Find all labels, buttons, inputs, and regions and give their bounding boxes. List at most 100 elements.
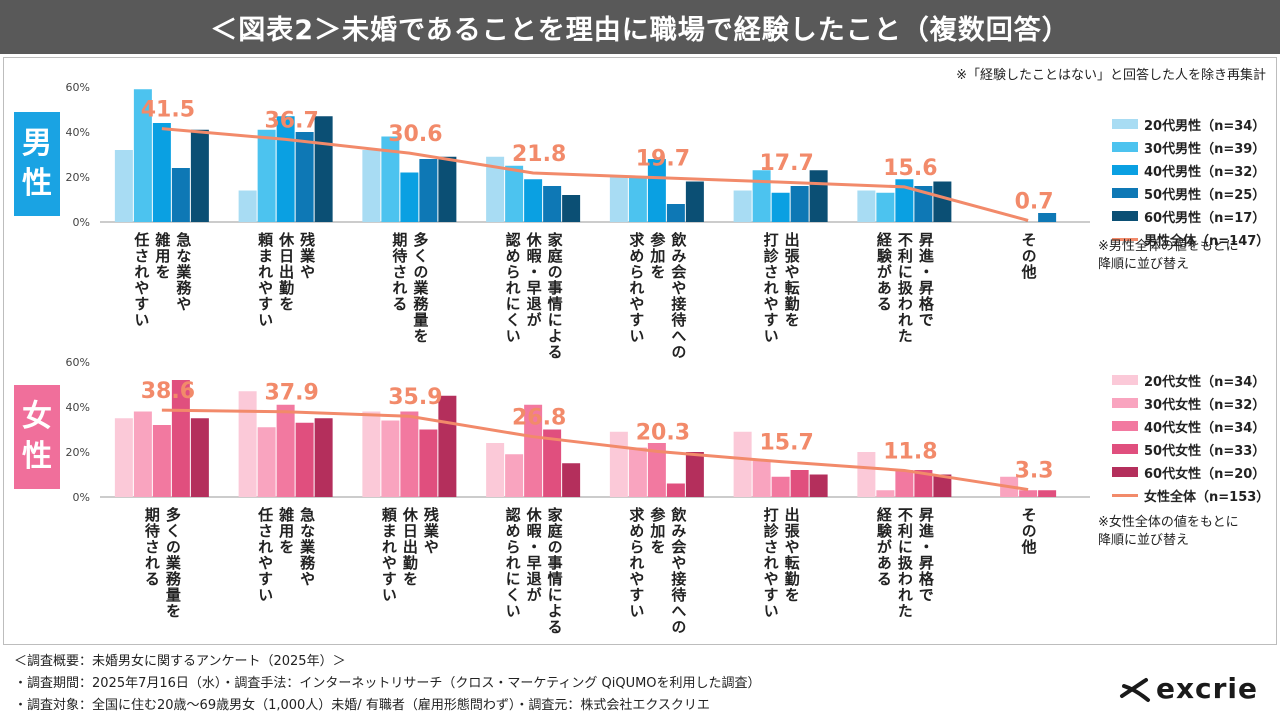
male-legend-swatch [1112, 211, 1138, 221]
female-badge-char-1: 女 [22, 399, 52, 434]
page-title: ＜図表2＞未婚であることを理由に職場で経験したこと（複数回答） [210, 14, 1070, 46]
title-bar: ＜図表2＞未婚であることを理由に職場で経験したこと（複数回答） [0, 0, 1280, 54]
recount-note: ※「経験したことはない」と回答した人を除き再集計 [956, 68, 1266, 83]
female-bar [562, 463, 581, 497]
male-category-line: 多くの業務量を [411, 232, 430, 344]
female-legend-line [1112, 493, 1138, 497]
female-total-label: 3.3 [1015, 459, 1054, 484]
male-bar [809, 170, 828, 222]
male-bar [362, 150, 381, 222]
female-bar [381, 420, 400, 497]
female-bar [190, 418, 209, 497]
female-bar [505, 454, 524, 497]
female-bar [685, 452, 704, 497]
male-category-label: その他 [966, 232, 1090, 280]
male-category-label: 多くの業務量を 期待される [348, 232, 472, 344]
female-legend-item: 20代女性（n=34） [1112, 370, 1269, 390]
male-total-label: 17.7 [759, 151, 813, 176]
female-category-label: 飲み会や接待への 参加を 求められやすい [595, 507, 719, 635]
female-legend-total-label: 女性全体（n=153） [1144, 489, 1270, 505]
male-total-line [161, 127, 1029, 222]
female-bar [276, 404, 295, 497]
female-category-line: 経験がある [874, 507, 893, 587]
footer-line-1: ＜調査概要：未婚男女に関するアンケート（2025年）＞ [14, 654, 346, 669]
female-legend-swatch [1112, 398, 1138, 408]
male-total-label: 41.5 [141, 98, 195, 123]
female-bar [543, 429, 562, 497]
male-legend-item: 60代男性（n=17） [1112, 206, 1269, 226]
female-category-line: 打診されやすい [761, 507, 780, 619]
male-bar [486, 156, 505, 222]
female-bar [486, 443, 505, 497]
female-bar [876, 490, 895, 497]
male-legend-swatch [1112, 119, 1138, 129]
logo-mark-icon [1119, 677, 1150, 702]
female-category-line: 家庭の事情による [545, 507, 564, 635]
female-bar [666, 483, 685, 497]
male-legend-item: 50代男性（n=25） [1112, 183, 1269, 203]
male-bar [524, 179, 543, 222]
male-bar [543, 186, 562, 222]
male-category-line: 頼まれやすい [256, 232, 275, 328]
male-bar [190, 129, 209, 222]
female-bar [609, 431, 628, 497]
female-total-label: 26.8 [512, 406, 566, 431]
male-category-line: 認められにくい [503, 232, 522, 344]
female-category-label: 残業や 休日出勤を 頼まれやすい [348, 507, 472, 603]
female-bar [419, 429, 438, 497]
female-category-line: 急な業務や [298, 507, 317, 587]
female-legend-item-total: 女性全体（n=153） [1112, 485, 1269, 505]
male-ytick-label: 60% [66, 81, 90, 94]
female-category-line: 昇進・昇格で [916, 507, 935, 603]
female-total-label: 37.9 [264, 381, 318, 406]
male-bar [505, 165, 524, 222]
female-bar [362, 411, 381, 497]
female-legend-label: 20代女性（n=34） [1144, 374, 1266, 390]
male-ytick-label: 0% [73, 216, 90, 229]
female-category-line: 休暇・早退が [524, 507, 543, 603]
male-category-line: 急な業務や [174, 232, 193, 312]
female-total-label: 35.9 [388, 385, 442, 410]
female-category-line: その他 [1019, 507, 1038, 555]
male-bar [238, 190, 257, 222]
male-legend-label: 50代男性（n=25） [1144, 187, 1266, 203]
female-badge: 女 性 [14, 385, 60, 489]
male-bar [628, 177, 647, 222]
female-category-line: 頼まれやすい [379, 507, 398, 603]
male-legend-label: 40代男性（n=32） [1144, 164, 1266, 180]
female-ytick-label: 20% [66, 446, 90, 459]
male-bar [771, 192, 790, 222]
female-bar [438, 395, 457, 497]
male-bar [790, 186, 809, 222]
male-bar [857, 190, 876, 222]
male-bar [666, 204, 685, 222]
male-total-label: 36.7 [264, 108, 318, 133]
male-category-line: 参加を [648, 232, 667, 280]
female-category-label: その他 [966, 507, 1090, 555]
male-bar [685, 181, 704, 222]
male-legend-line [1112, 237, 1138, 241]
male-category-line: 雑用を [153, 232, 172, 280]
male-bar [171, 168, 190, 222]
female-category-line: 飲み会や接待への [669, 507, 688, 635]
male-legend-label: 30代男性（n=39） [1144, 141, 1266, 157]
male-total-label: 0.7 [1015, 189, 1054, 214]
female-legend-label: 60代女性（n=20） [1144, 466, 1266, 482]
female-ytick-label: 40% [66, 401, 90, 414]
male-badge-char-2: 性 [22, 166, 52, 201]
female-legend-item: 30代女性（n=32） [1112, 393, 1269, 413]
female-bar [647, 443, 666, 497]
male-bar [114, 150, 133, 222]
male-total-label: 21.8 [512, 142, 566, 167]
male-bar [752, 170, 771, 222]
female-category-line: 残業や [421, 507, 440, 555]
female-bar [809, 474, 828, 497]
male-bar [152, 123, 171, 222]
female-category-label: 多くの業務量を 期待される [100, 507, 224, 619]
male-bar [876, 192, 895, 222]
female-total-line [161, 408, 1029, 492]
male-bar [133, 89, 152, 222]
female-legend-swatch [1112, 421, 1138, 431]
male-bar [419, 159, 438, 222]
